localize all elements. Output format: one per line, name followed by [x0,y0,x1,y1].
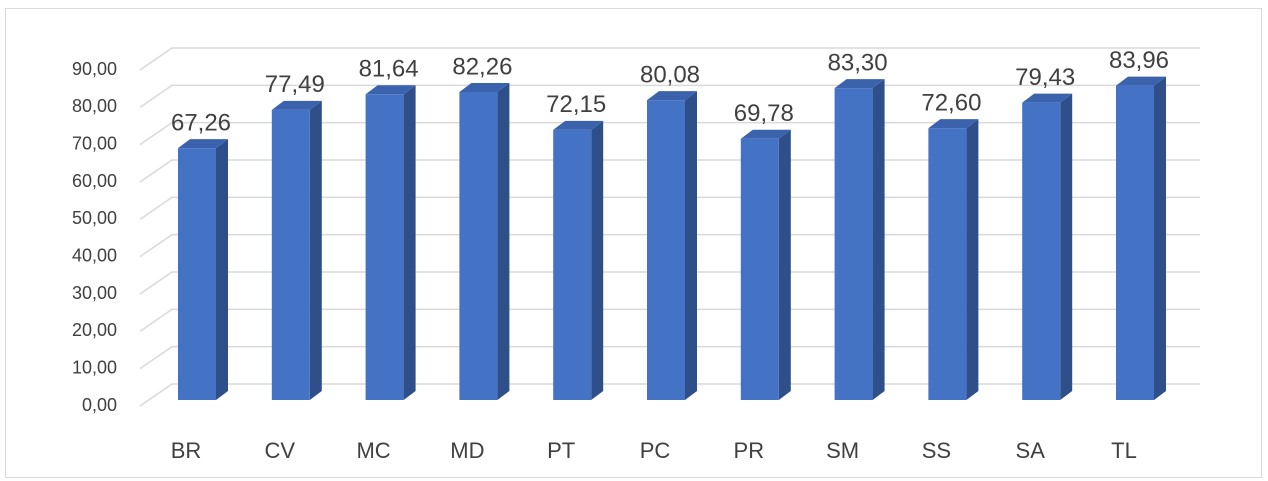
value-label: 77,49 [265,71,325,98]
bar-top [178,139,228,149]
y-tick-label: 90,00 [72,59,117,79]
bar-front [271,109,310,400]
y-tick-label: 0,00 [82,395,117,415]
bar [834,79,885,401]
value-label: 69,78 [734,100,794,127]
bar-front [365,94,404,400]
bar-side [497,82,510,401]
bar-top [928,119,979,129]
bar-side [403,85,416,400]
y-tick-label: 50,00 [72,208,117,228]
value-label: 72,15 [546,91,606,118]
y-tick-label: 60,00 [72,171,117,191]
bar-side [591,120,604,401]
value-label: 83,96 [1109,47,1169,74]
x-tick-label: PR [734,438,765,463]
bar [647,91,697,400]
x-tick-label: MC [356,438,390,463]
value-label: 79,43 [1015,64,1075,91]
grid-line [139,47,1200,71]
bar [459,82,510,401]
bar-top [1116,76,1166,86]
y-tick-label: 10,00 [72,357,117,377]
bar-front [928,128,967,401]
bar-top [740,129,791,139]
bar-front [740,138,779,401]
bar-top [459,82,510,92]
bar-side [685,91,697,400]
x-tick-label: PT [547,438,575,463]
bar-side [1154,76,1166,400]
x-tick-label: SS [922,438,951,463]
bar-front [1116,85,1154,400]
bar-side [1060,93,1073,400]
x-tick-label: CV [265,438,296,463]
y-tick-label: 30,00 [72,283,117,303]
x-tick-label: PC [640,438,671,463]
value-label: 81,64 [359,56,419,83]
bar-front [834,88,873,401]
y-tick-label: 80,00 [72,96,117,116]
bar [740,129,791,401]
value-label: 83,30 [828,49,888,76]
bar-side [966,119,979,401]
x-tick-label: MD [450,438,484,463]
bar [365,85,416,400]
bar-top [647,91,697,101]
x-tick-label: SA [1016,438,1046,463]
bar-top [271,100,322,110]
y-tick-label: 70,00 [72,133,117,153]
bar-front [553,129,592,401]
value-label: 72,60 [921,89,981,116]
value-label: 67,26 [171,109,231,136]
bar [553,120,604,401]
bar [271,100,322,400]
bar-side [309,100,322,400]
bar-top [553,120,604,130]
bar-front [1022,102,1061,400]
x-tick-label: SM [826,438,859,463]
bar-side [216,139,228,400]
bar-top [834,79,885,89]
bar [178,139,228,400]
bar-side [778,129,791,401]
bar [1116,76,1166,400]
bar-side [872,79,885,401]
value-label: 80,08 [640,61,700,88]
value-label: 82,26 [452,53,512,80]
bar-top [365,85,416,95]
y-tick-label: 20,00 [72,320,117,340]
x-tick-label: TL [1111,438,1137,463]
bar-top [1022,93,1073,103]
bar-front [178,148,216,400]
x-tick-label: BR [171,438,202,463]
y-tick-label: 40,00 [72,245,117,265]
bar [928,119,979,401]
bar [1022,93,1073,400]
bar-front [459,91,498,401]
bar-front [647,100,685,400]
